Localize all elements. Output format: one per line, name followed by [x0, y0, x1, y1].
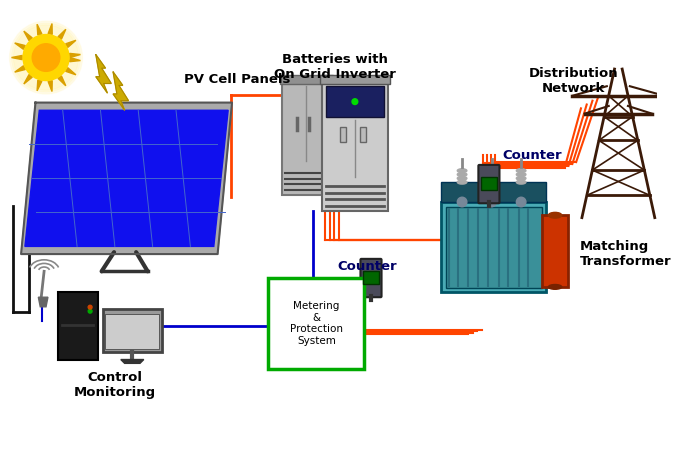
Ellipse shape: [458, 173, 467, 176]
Ellipse shape: [516, 176, 526, 180]
Ellipse shape: [516, 173, 526, 176]
Circle shape: [23, 34, 69, 80]
Ellipse shape: [549, 285, 562, 289]
Text: Counter: Counter: [502, 149, 562, 162]
Ellipse shape: [487, 169, 497, 173]
Text: PV Cell Panels: PV Cell Panels: [184, 73, 290, 86]
Circle shape: [88, 305, 92, 309]
Circle shape: [458, 197, 467, 207]
Polygon shape: [48, 24, 52, 34]
FancyBboxPatch shape: [360, 127, 366, 142]
Circle shape: [352, 99, 358, 105]
FancyBboxPatch shape: [478, 165, 499, 203]
Circle shape: [12, 23, 81, 92]
Polygon shape: [70, 58, 80, 62]
Polygon shape: [15, 66, 25, 72]
FancyBboxPatch shape: [340, 127, 346, 142]
Polygon shape: [37, 24, 42, 35]
Ellipse shape: [458, 169, 467, 173]
Polygon shape: [24, 31, 32, 40]
Text: Batteries with
On Grid Inverter: Batteries with On Grid Inverter: [274, 53, 396, 81]
FancyBboxPatch shape: [360, 259, 382, 297]
Polygon shape: [37, 80, 42, 91]
Circle shape: [32, 44, 60, 71]
Text: Control
Monitoring: Control Monitoring: [74, 371, 156, 399]
Polygon shape: [12, 55, 22, 60]
Ellipse shape: [516, 169, 526, 173]
Polygon shape: [70, 53, 80, 58]
FancyBboxPatch shape: [441, 202, 547, 292]
Ellipse shape: [487, 180, 497, 184]
FancyBboxPatch shape: [320, 75, 390, 84]
FancyBboxPatch shape: [325, 86, 384, 117]
Text: Metering
&
Protection
System: Metering & Protection System: [290, 301, 343, 346]
Polygon shape: [25, 110, 228, 246]
Polygon shape: [48, 81, 52, 92]
Polygon shape: [121, 359, 144, 363]
FancyBboxPatch shape: [441, 182, 547, 202]
Ellipse shape: [487, 173, 497, 176]
Polygon shape: [66, 68, 76, 75]
Text: Counter: Counter: [338, 260, 397, 273]
Ellipse shape: [487, 176, 497, 180]
Ellipse shape: [516, 180, 526, 184]
Polygon shape: [96, 55, 111, 93]
FancyBboxPatch shape: [363, 271, 379, 284]
Circle shape: [10, 21, 82, 94]
Ellipse shape: [458, 180, 467, 184]
FancyBboxPatch shape: [446, 207, 542, 288]
Polygon shape: [21, 103, 232, 254]
FancyBboxPatch shape: [482, 177, 497, 190]
Circle shape: [88, 309, 92, 313]
Polygon shape: [24, 74, 32, 84]
Text: Distribution
Network: Distribution Network: [528, 67, 618, 95]
Text: Matching
Transformer: Matching Transformer: [580, 240, 671, 268]
FancyBboxPatch shape: [280, 75, 332, 84]
FancyBboxPatch shape: [269, 278, 364, 369]
Polygon shape: [66, 40, 76, 47]
Polygon shape: [113, 72, 129, 110]
Ellipse shape: [458, 176, 467, 180]
FancyBboxPatch shape: [105, 313, 159, 349]
FancyBboxPatch shape: [103, 309, 162, 352]
Polygon shape: [58, 29, 66, 39]
Polygon shape: [38, 297, 48, 307]
FancyBboxPatch shape: [322, 77, 388, 211]
Polygon shape: [15, 43, 25, 49]
FancyBboxPatch shape: [58, 292, 98, 359]
Circle shape: [516, 197, 526, 207]
FancyBboxPatch shape: [282, 77, 331, 195]
Circle shape: [14, 25, 79, 90]
Ellipse shape: [549, 213, 562, 218]
Circle shape: [487, 197, 497, 207]
Polygon shape: [58, 76, 66, 86]
FancyBboxPatch shape: [542, 215, 569, 287]
